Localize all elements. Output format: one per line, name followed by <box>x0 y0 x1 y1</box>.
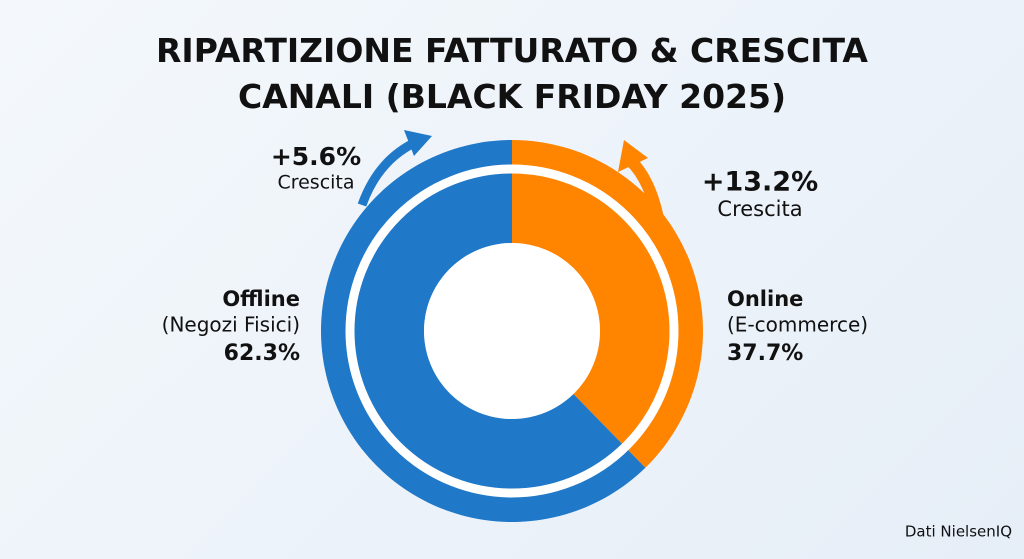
source: Dati NielsenIQ <box>905 523 1012 541</box>
growth-label: +13.2% <box>702 167 818 198</box>
growth-arrowhead <box>618 140 648 172</box>
value-label: 62.3% <box>224 341 300 366</box>
ring-gap <box>345 164 679 498</box>
chart-title: RIPARTIZIONE FATTURATO & CRESCITA CANALI… <box>156 31 868 116</box>
category-label: Offline <box>222 287 300 311</box>
growth-arrow <box>357 137 419 207</box>
growth-label: +5.6% <box>271 142 361 171</box>
value-label: 37.7% <box>727 341 803 366</box>
category-note: (E-commerce) <box>727 313 868 337</box>
donut-hole <box>424 243 600 419</box>
category-label: Online <box>727 287 803 311</box>
growth-arrowhead <box>404 130 432 156</box>
growth-caption: Crescita <box>717 197 802 221</box>
category-note: (Negozi Fisici) <box>162 313 300 337</box>
donut-segment <box>321 140 646 522</box>
growth-arrow <box>625 155 668 246</box>
growth-caption: Crescita <box>277 172 354 194</box>
